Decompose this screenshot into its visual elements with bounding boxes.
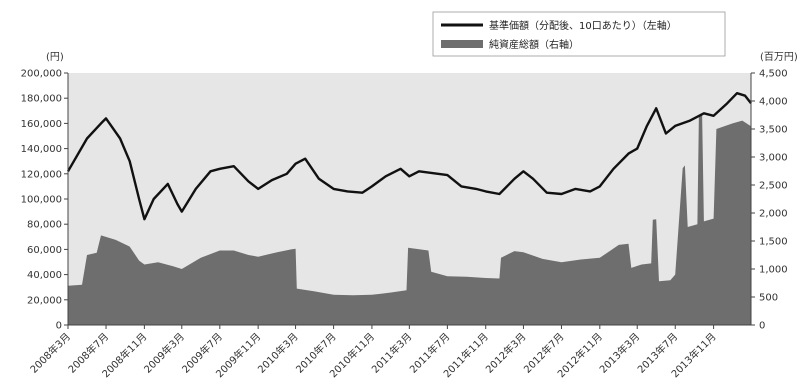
left-tick-label: 100,000 bbox=[21, 195, 62, 206]
left-tick-label: 200,000 bbox=[21, 69, 62, 80]
nav-line bbox=[66, 91, 752, 221]
left-tick-label: 60,000 bbox=[27, 245, 62, 256]
net-assets-area-layer bbox=[68, 113, 751, 325]
left-axis-ticks: 0 20,000 40,000 60,000 80,000 100,000 120,000 1… bbox=[21, 69, 68, 332]
right-tick-label: 2,500 bbox=[759, 181, 788, 192]
left-tick-label: 0 bbox=[56, 321, 62, 332]
legend-label-nav: 基準価額（分配後、10口あたり）（左軸） bbox=[489, 19, 677, 32]
x-tick-label: 2010年3月 bbox=[255, 330, 301, 376]
left-tick-label: 140,000 bbox=[21, 144, 62, 155]
right-tick-label: 2,000 bbox=[759, 209, 788, 220]
right-tick-label: 3,000 bbox=[759, 153, 788, 164]
left-tick-label: 120,000 bbox=[21, 169, 62, 180]
legend-swatch-net-assets bbox=[441, 40, 483, 48]
left-tick-label: 20,000 bbox=[27, 295, 62, 306]
right-tick-label: 1,000 bbox=[759, 265, 788, 276]
x-axis-ticks: 2008年3月2008年7月2008年11月2009年3月2009年7月2009… bbox=[27, 325, 719, 380]
left-tick-label: 180,000 bbox=[21, 94, 62, 105]
right-tick-label: 500 bbox=[759, 293, 778, 304]
left-axis-unit: (円) bbox=[46, 52, 64, 63]
right-tick-label: 4,000 bbox=[759, 97, 788, 108]
left-tick-label: 40,000 bbox=[27, 270, 62, 281]
left-tick-label: 80,000 bbox=[27, 220, 62, 231]
legend-box bbox=[432, 11, 726, 57]
right-tick-label: 0 bbox=[759, 321, 765, 332]
right-axis-unit: (百万円) bbox=[760, 51, 798, 63]
net-assets-area bbox=[68, 113, 751, 325]
right-tick-label: 1,500 bbox=[759, 237, 788, 248]
left-tick-label: 160,000 bbox=[21, 119, 62, 130]
x-tick-label: 2011年3月 bbox=[369, 330, 415, 376]
legend: 基準価額（分配後、10口あたり）（左軸） 純資産総額（右軸） bbox=[432, 11, 726, 57]
right-tick-label: 3,500 bbox=[759, 125, 788, 136]
nav-line-layer bbox=[66, 91, 752, 221]
right-tick-label: 4,500 bbox=[759, 69, 788, 80]
legend-label-net-assets: 純資産総額（右軸） bbox=[489, 38, 579, 51]
right-axis-ticks: 0 500 1,000 1,500 2,000 2,500 3,000 3,500 4,000 4… bbox=[751, 69, 788, 332]
